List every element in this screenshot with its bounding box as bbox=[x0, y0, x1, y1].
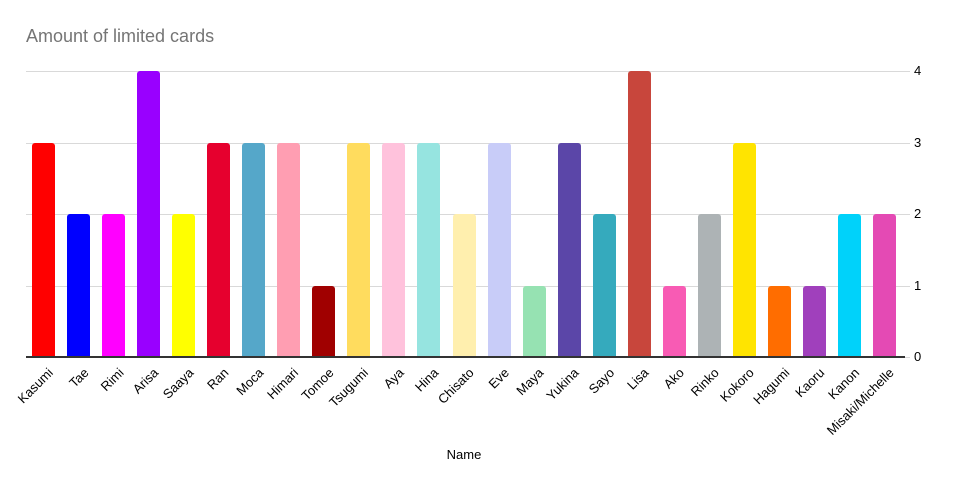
bar-tsugumi[interactable] bbox=[347, 142, 371, 357]
bar-kaoru[interactable] bbox=[802, 285, 826, 357]
x-tick-label-eve: Eve bbox=[485, 365, 512, 392]
x-axis-title: Name bbox=[446, 447, 482, 462]
bar-yukina[interactable] bbox=[557, 142, 581, 357]
x-tick-label-kasumi: Kasumi bbox=[14, 365, 57, 407]
y-tick-label-0: 0 bbox=[914, 349, 922, 364]
bar-hagumi[interactable] bbox=[767, 285, 791, 357]
bar-rimi[interactable] bbox=[102, 214, 126, 357]
gridline-4 bbox=[26, 71, 910, 72]
y-tick-label-4: 4 bbox=[914, 63, 922, 78]
bar-hina[interactable] bbox=[417, 142, 441, 357]
x-tick-label-rimi: Rimi bbox=[97, 365, 127, 394]
bar-moca[interactable] bbox=[242, 142, 266, 357]
x-tick-label-kokoro: Kokoro bbox=[717, 365, 757, 405]
x-tick-label-aya: Aya bbox=[380, 365, 407, 392]
bar-chisato[interactable] bbox=[452, 214, 476, 357]
bar-rinko[interactable] bbox=[697, 214, 721, 357]
x-tick-label-hina: Hina bbox=[412, 365, 442, 395]
bar-sayo[interactable] bbox=[592, 214, 616, 357]
x-tick-label-maya: Maya bbox=[513, 365, 547, 399]
x-tick-label-himari: Himari bbox=[264, 365, 302, 403]
bar-ran[interactable] bbox=[207, 142, 231, 357]
x-tick-label-ran: Ran bbox=[203, 365, 232, 393]
y-tick-label-2: 2 bbox=[914, 206, 922, 221]
x-tick-label-hagumi: Hagumi bbox=[749, 365, 792, 408]
bar-aya[interactable] bbox=[382, 142, 406, 357]
bar-ako[interactable] bbox=[662, 285, 686, 357]
bar-kasumi[interactable] bbox=[32, 142, 56, 357]
chart-title: Amount of limited cards bbox=[26, 26, 215, 46]
bar-misaki-michelle[interactable] bbox=[872, 214, 896, 357]
x-tick-label-saaya: Saaya bbox=[159, 365, 197, 402]
bar-lisa[interactable] bbox=[627, 71, 651, 357]
bar-himari[interactable] bbox=[277, 142, 301, 357]
gridline-3 bbox=[26, 142, 910, 144]
y-tick-label-1: 1 bbox=[914, 277, 922, 293]
x-tick-label-arisa: Arisa bbox=[129, 365, 162, 397]
bar-kokoro[interactable] bbox=[732, 142, 756, 357]
bar-maya[interactable] bbox=[522, 285, 546, 357]
x-tick-label-lisa: Lisa bbox=[624, 365, 652, 393]
bar-arisa[interactable] bbox=[137, 71, 161, 357]
x-tick-label-kaoru: Kaoru bbox=[791, 365, 828, 401]
bar-eve[interactable] bbox=[487, 142, 511, 357]
y-tick-label-3: 3 bbox=[914, 134, 922, 150]
x-tick-label-sayo: Sayo bbox=[585, 365, 617, 397]
x-axis-line bbox=[26, 356, 905, 358]
x-tick-label-moca: Moca bbox=[233, 365, 267, 399]
x-tick-label-yukina: Yukina bbox=[543, 365, 582, 404]
x-tick-label-chisato: Chisato bbox=[434, 365, 477, 407]
x-tick-label-ako: Ako bbox=[660, 365, 687, 392]
bar-tae[interactable] bbox=[67, 214, 91, 357]
bar-kanon[interactable] bbox=[837, 214, 861, 357]
plot-area bbox=[26, 71, 910, 358]
bar-saaya[interactable] bbox=[172, 214, 196, 357]
bar-tomoe[interactable] bbox=[312, 285, 336, 357]
x-tick-label-tae: Tae bbox=[65, 365, 92, 391]
